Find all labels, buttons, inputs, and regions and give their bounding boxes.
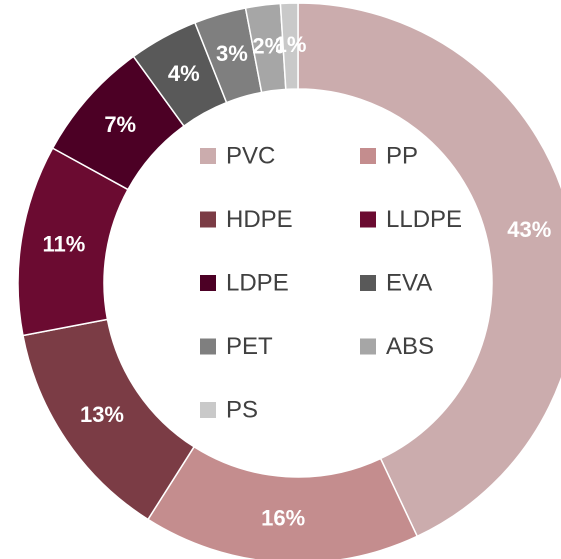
- donut-segment: [146, 445, 419, 559]
- data-label: 11%: [43, 232, 86, 257]
- legend-label: EVA: [386, 269, 432, 296]
- data-label: 13%: [80, 402, 124, 427]
- legend-swatch: [200, 275, 216, 291]
- legend-swatch: [360, 275, 376, 291]
- legend-swatch: [200, 402, 216, 418]
- data-label: 16%: [261, 505, 305, 530]
- legend-label: PP: [386, 142, 418, 169]
- donut-segment: [279, 2, 299, 91]
- legend-label: PVC: [226, 142, 275, 169]
- data-label: 2%: [252, 34, 284, 59]
- legend-label: HDPE: [226, 206, 293, 233]
- legend-label: LLDPE: [386, 206, 462, 233]
- legend-swatch: [200, 148, 216, 164]
- legend-label: PET: [226, 333, 273, 360]
- legend-swatch: [360, 211, 376, 228]
- legend-swatch: [360, 338, 376, 355]
- legend-swatch: [200, 338, 216, 355]
- legend-swatch: [360, 148, 376, 164]
- data-label: 3%: [216, 41, 248, 66]
- data-label: 43%: [507, 217, 551, 242]
- data-label: 4%: [168, 61, 200, 86]
- donut-segment: [297, 2, 561, 538]
- legend-label: ABS: [386, 333, 434, 360]
- data-label: 7%: [104, 112, 136, 137]
- legend-swatch: [200, 211, 216, 228]
- legend-label: LDPE: [226, 269, 289, 296]
- legend-label: PS: [226, 396, 258, 423]
- data-label: 1%: [275, 32, 307, 57]
